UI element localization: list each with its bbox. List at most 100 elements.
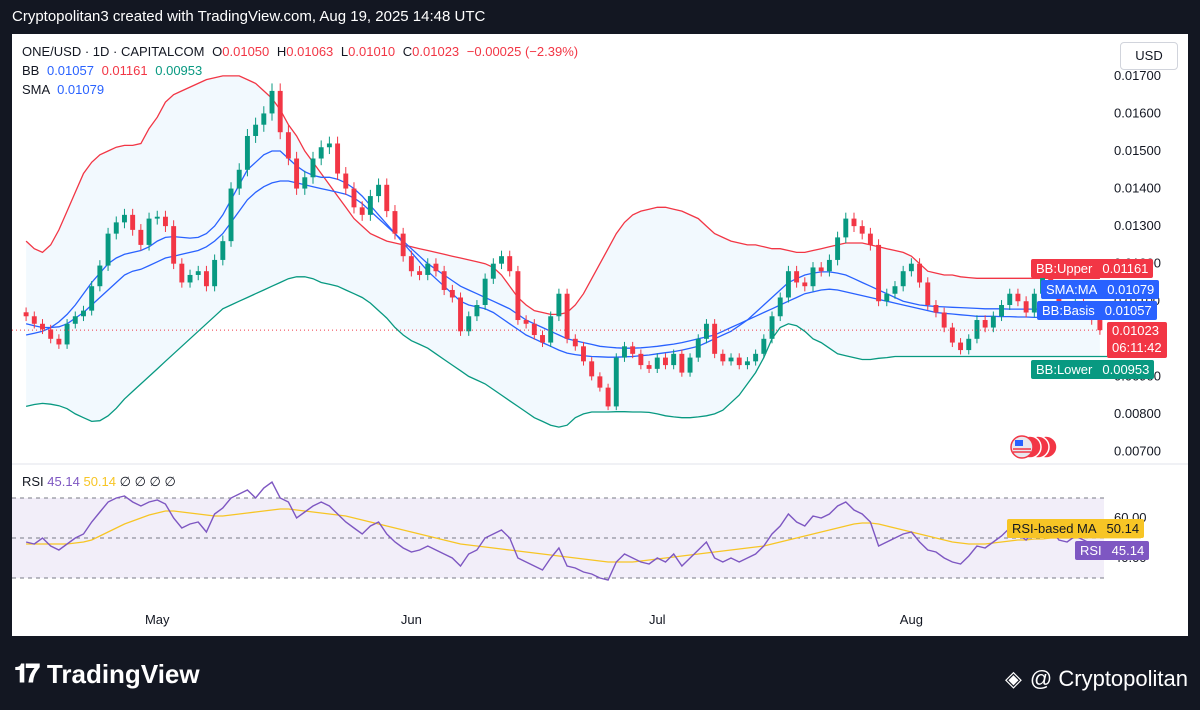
candle-body <box>367 196 373 215</box>
candle-body <box>499 256 504 264</box>
price-axis-tick: 0.01300 <box>1114 218 1161 233</box>
bb-lower-tag-value: 0.00953 <box>1102 362 1150 377</box>
candle-body <box>712 323 718 354</box>
bb-upper-tag-label: BB:Upper <box>1036 261 1093 276</box>
candle-body <box>105 233 111 266</box>
candle-body <box>130 214 136 230</box>
candle-body <box>277 90 283 133</box>
candle-body <box>622 346 627 358</box>
footer: 𝟏𝟕 TradingView ◈ @ Cryptopolitan <box>0 636 1200 710</box>
tradingview-logo-icon: 𝟏𝟕 <box>14 658 40 688</box>
rsi-extra-values: ∅ ∅ ∅ ∅ <box>119 474 176 489</box>
candle-body <box>1015 293 1021 302</box>
candle-body <box>212 259 218 287</box>
candle-body <box>589 361 595 377</box>
low-label: L <box>340 44 349 59</box>
candle-body <box>859 226 865 234</box>
candle-body <box>138 229 144 245</box>
candle-body <box>269 90 275 114</box>
candle-body <box>613 357 619 407</box>
candle-body <box>900 271 906 287</box>
candle-body <box>933 305 939 313</box>
symbol-label[interactable]: ONE/USD · 1D · CAPITALCOM <box>22 44 205 59</box>
candle-body <box>228 188 234 242</box>
x-axis-month-label: Jun <box>401 612 422 627</box>
x-axis-month-label: May <box>145 612 170 627</box>
bb-lower-tag-label: BB:Lower <box>1036 362 1093 377</box>
candle-body <box>318 147 324 159</box>
candle-body <box>253 124 259 136</box>
candle-body <box>925 282 931 305</box>
candle-body <box>523 320 529 324</box>
bb-row[interactable]: BB 0.01057 0.01161 0.00953 <box>22 61 578 80</box>
us-flag-icon[interactable] <box>1007 434 1059 460</box>
candle-body <box>1048 271 1054 287</box>
candle-body <box>433 263 439 272</box>
candle-body <box>703 323 709 339</box>
candle-body <box>581 346 586 362</box>
bb-basis-line <box>25 180 1100 349</box>
price-axis-tick: 0.01700 <box>1114 68 1161 83</box>
bb-upper-value: 0.01161 <box>101 63 148 78</box>
change-value: −0.00025 (−2.39%) <box>466 44 579 59</box>
candle-body <box>867 233 873 245</box>
candle-body <box>482 278 488 305</box>
price-chart[interactable]: 0.017000.016000.015000.014000.013000.012… <box>12 34 1188 636</box>
candle-body <box>1031 293 1037 313</box>
candle-body <box>761 338 767 354</box>
candle-body <box>630 346 636 354</box>
candle-body <box>384 184 390 212</box>
sma-row[interactable]: SMA 0.01079 <box>22 80 578 99</box>
sma-tag-label: SMA:MA <box>1046 282 1098 297</box>
candle-body <box>1007 293 1013 305</box>
candle-body <box>244 135 250 170</box>
candle-body <box>695 338 701 358</box>
candle-body <box>736 357 742 366</box>
candle-body <box>548 316 554 343</box>
rsi-ma-tag-label: RSI-based MA <box>1012 521 1097 536</box>
rsi-tag-label: RSI <box>1080 543 1102 558</box>
candle-body <box>728 357 734 362</box>
candle-body <box>744 361 750 366</box>
candle-body <box>64 323 70 345</box>
candle-body <box>294 158 300 189</box>
price-axis-tick: 0.00800 <box>1114 406 1161 421</box>
chart-panel[interactable]: 0.017000.016000.015000.014000.013000.012… <box>12 34 1188 636</box>
currency-button[interactable]: USD <box>1120 42 1178 70</box>
candle-body <box>777 297 783 317</box>
candle-body <box>187 274 193 283</box>
candle-body <box>515 271 521 321</box>
candle-body <box>89 286 95 311</box>
candle-body <box>794 271 800 283</box>
candle-body <box>540 335 545 343</box>
candle-body <box>892 286 898 294</box>
bb-upper-tag: BB:Upper 0.01161 <box>1031 259 1154 278</box>
candle-body <box>851 218 857 227</box>
bb-basis-value: 0.01057 <box>46 63 94 78</box>
last-price-tag: 0.01023 06:11:42 <box>1107 322 1167 358</box>
candle-body <box>753 353 759 362</box>
candle-body <box>802 282 808 287</box>
candle-body <box>507 256 513 272</box>
candle-body <box>663 357 668 366</box>
candle-body <box>285 132 291 159</box>
high-label: H <box>276 44 287 59</box>
candle-body <box>23 312 29 317</box>
rsi-ma-line <box>26 508 1141 563</box>
x-axis-month-label: Jul <box>649 612 666 627</box>
candle-body <box>31 316 37 324</box>
candle-body <box>113 222 119 234</box>
candle-body <box>490 263 496 279</box>
rsi-ma-value: 50.14 <box>83 474 117 489</box>
candle-body <box>310 158 316 178</box>
cryptopolitan-credit: ◈ @ Cryptopolitan <box>1005 666 1188 692</box>
candle-body <box>146 218 152 245</box>
last-price-value: 0.01023 <box>1112 323 1159 338</box>
bb-upper-tag-value: 0.01161 <box>1102 261 1149 276</box>
candle-body <box>326 143 332 148</box>
candle-body <box>884 293 890 302</box>
candle-body <box>1097 320 1103 331</box>
candle-body <box>999 305 1004 317</box>
rsi-legend[interactable]: RSI 45.14 50.14 ∅ ∅ ∅ ∅ <box>22 474 176 490</box>
tradingview-logo[interactable]: 𝟏𝟕 TradingView <box>14 658 200 690</box>
